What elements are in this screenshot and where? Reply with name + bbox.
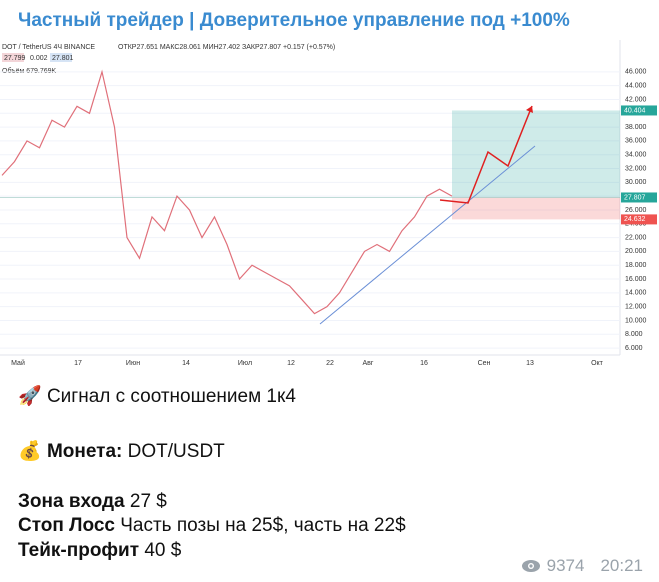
- stop-zone: [452, 197, 620, 220]
- x-tick-label: 17: [74, 360, 82, 367]
- entry-line: Зона входа 27 $: [18, 491, 167, 513]
- line-label: Стоп Лосс: [18, 515, 115, 536]
- level-tag: [621, 192, 657, 203]
- line-label: Зона входа: [18, 491, 125, 512]
- spread: 0.002: [30, 55, 48, 62]
- y-tick-label: 8.000: [625, 331, 643, 338]
- y-tick-label: 44.000: [625, 82, 647, 89]
- x-tick-label: Май: [11, 359, 25, 367]
- bid-box: [2, 53, 24, 62]
- y-tick-label: 18.000: [625, 262, 647, 269]
- icon: 🚀: [18, 386, 42, 407]
- y-tick-label: 14.000: [625, 290, 647, 297]
- y-tick-label: 34.000: [625, 152, 647, 159]
- level-label: 27.807: [624, 194, 646, 201]
- level-tag: [621, 214, 657, 225]
- level-label: 40.404: [624, 107, 646, 114]
- bid: 27.799: [4, 55, 26, 62]
- chart-image[interactable]: DOT / TetherUS 4Ч BINANCE ОТКР27.651 МАК…: [0, 40, 659, 370]
- x-tick-label: Июл: [238, 360, 252, 367]
- arrow-head: [526, 106, 533, 113]
- x-tick-label: 12: [287, 360, 295, 367]
- symbol: DOT / TetherUS 4Ч BINANCE: [2, 44, 95, 51]
- ask: 27.801: [52, 55, 74, 62]
- channel-title[interactable]: Частный трейдер | Доверительное управлен…: [18, 10, 570, 31]
- coin-label: Монета:: [46, 441, 123, 462]
- time: 20:21: [600, 556, 643, 575]
- views-group: 9374: [521, 556, 585, 576]
- y-tick-label: 30.000: [625, 179, 647, 186]
- x-tick-label: 22: [326, 360, 334, 367]
- x-tick-label: Сен: [478, 360, 491, 367]
- line-text: 40 $: [144, 540, 182, 561]
- y-tick-label: 22.000: [625, 234, 647, 241]
- level-label: 24.632: [624, 216, 646, 223]
- y-tick-label: 46.000: [625, 69, 647, 76]
- forecast-arrow: [439, 105, 533, 204]
- x-tick-label: Авг: [363, 360, 374, 367]
- level-tag: [621, 105, 657, 116]
- line-text: 27 $: [129, 491, 167, 512]
- x-tick-label: Июн: [126, 360, 140, 367]
- ask-box: [50, 53, 72, 62]
- take-zone: [452, 110, 620, 198]
- y-tick-label: 36.000: [625, 138, 647, 145]
- y-tick-label: 12.000: [625, 303, 647, 310]
- take-line: Тейк-профит 40 $: [18, 540, 181, 562]
- x-tick-label: 13: [526, 360, 534, 367]
- volume: Объём 679.769K: [2, 67, 57, 75]
- line-label: Тейк-профит: [18, 540, 140, 561]
- x-tick-label: 14: [182, 360, 190, 367]
- coin-text: DOT/USDT: [127, 441, 225, 462]
- y-tick-label: 32.000: [625, 165, 647, 172]
- signal-line: 🚀 Сигнал с соотношением 1к4: [18, 384, 296, 408]
- ohlc: ОТКР27.651 МАКС28.061 МИН27.402 ЗАКР27.8…: [118, 44, 335, 51]
- message-meta: 9374 20:21: [521, 556, 643, 576]
- coin-line: 💰 Монета: DOT/USDT: [18, 439, 225, 463]
- stop-line: Стоп Лосс Часть позы на 25$, часть на 22…: [18, 515, 406, 537]
- x-tick-label: 16: [420, 360, 428, 367]
- price-line: [1, 69, 453, 315]
- trend-line: [319, 145, 536, 325]
- signal-text: Сигнал с соотношением 1к4: [46, 386, 296, 407]
- y-tick-label: 10.000: [625, 317, 647, 324]
- x-tick-label: Окт: [591, 360, 604, 367]
- y-tick-label: 6.000: [625, 345, 643, 352]
- views: 9374: [546, 556, 585, 575]
- y-tick-label: 38.000: [625, 124, 647, 131]
- plot: 6.000 8.000 10.000 12.000 14.000 16.000 18.000…: [0, 69, 657, 367]
- y-tick-label: 42.000: [625, 96, 647, 103]
- y-tick-label: 26.000: [625, 207, 647, 214]
- chart-background: [0, 40, 659, 370]
- y-tick-label: 16.000: [625, 276, 647, 283]
- line-text: Часть позы на 25$, часть на 22$: [120, 515, 406, 536]
- eye-icon: [521, 560, 540, 572]
- icon: 💰: [18, 441, 42, 462]
- y-tick-label: 20.000: [625, 248, 647, 255]
